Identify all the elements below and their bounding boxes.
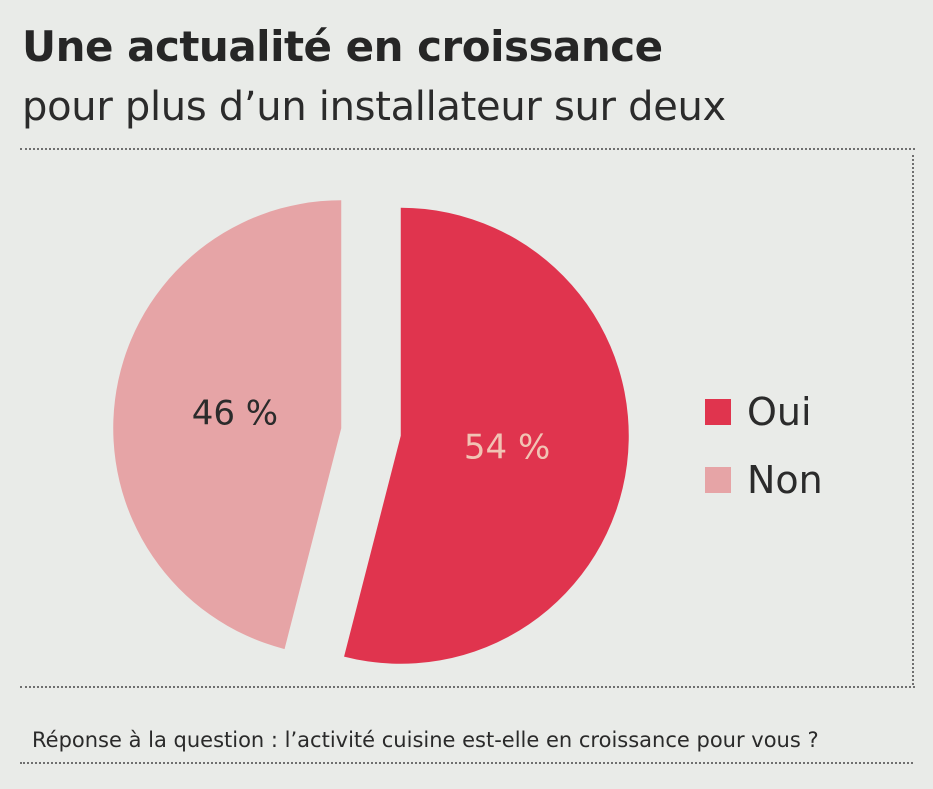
chart-frame-border: [912, 155, 914, 685]
slice-label-oui: 54 %: [464, 428, 550, 468]
legend: Oui Non: [705, 388, 823, 524]
chart-frame: [20, 148, 915, 688]
legend-item-non: Non: [705, 456, 823, 504]
slice-label-non: 46 %: [192, 393, 278, 433]
chart-title: Une actualité en croissance: [22, 22, 663, 71]
pie-slice-oui: [344, 207, 629, 664]
legend-item-oui: Oui: [705, 388, 823, 436]
legend-label-non: Non: [747, 458, 823, 502]
pie-slice-non: [113, 200, 342, 650]
survey-question: Réponse à la question : l’activité cuisi…: [20, 722, 913, 764]
legend-swatch-oui: [705, 399, 731, 425]
legend-swatch-non: [705, 467, 731, 493]
chart-subtitle: pour plus d’un installateur sur deux: [22, 84, 726, 130]
legend-label-oui: Oui: [747, 390, 812, 434]
